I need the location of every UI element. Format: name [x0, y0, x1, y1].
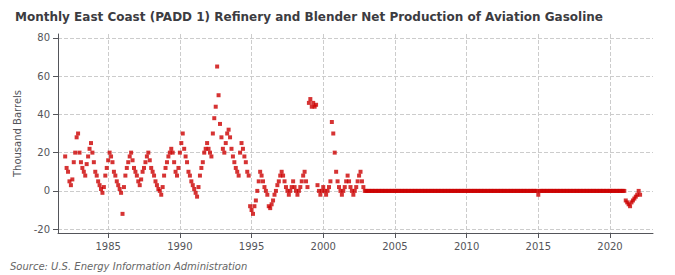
svg-text:2010: 2010	[454, 241, 479, 252]
svg-text:20: 20	[37, 147, 50, 158]
svg-text:2005: 2005	[382, 241, 407, 252]
svg-text:Monthly East Coast (PADD 1) Re: Monthly East Coast (PADD 1) Refinery and…	[15, 10, 603, 24]
svg-text:2015: 2015	[526, 241, 551, 252]
svg-text:-20: -20	[34, 224, 50, 235]
svg-text:80: 80	[37, 32, 50, 43]
svg-text:1985: 1985	[95, 241, 120, 252]
svg-text:60: 60	[37, 71, 50, 82]
svg-text:Thousand Barrels: Thousand Barrels	[12, 90, 23, 178]
svg-text:2020: 2020	[597, 241, 622, 252]
svg-text:2000: 2000	[311, 241, 336, 252]
svg-text:1995: 1995	[239, 241, 264, 252]
svg-text:40: 40	[37, 109, 50, 120]
svg-text:1990: 1990	[167, 241, 192, 252]
svg-text:0: 0	[44, 185, 50, 196]
svg-text:Source: U.S. Energy Informatio: Source: U.S. Energy Information Administ…	[10, 261, 247, 272]
